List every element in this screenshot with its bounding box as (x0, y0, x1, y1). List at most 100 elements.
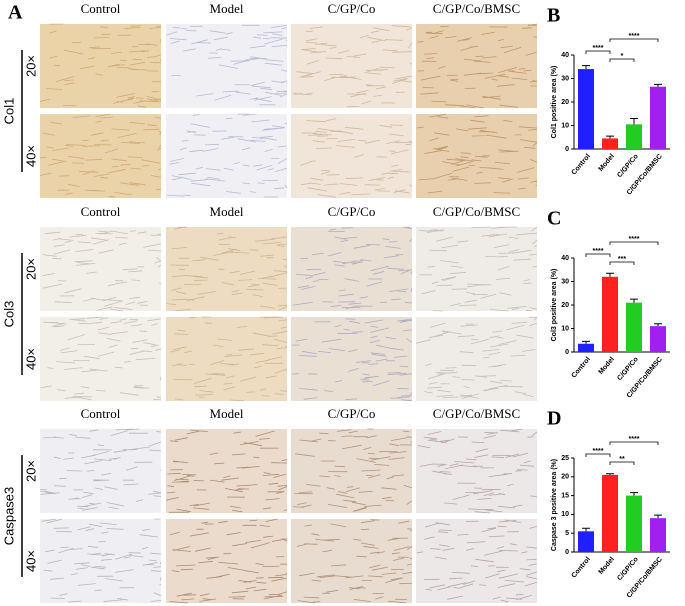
column-header: Control (81, 1, 121, 16)
significance-bracket (609, 58, 635, 62)
micrograph-texture (166, 113, 288, 198)
significance-label: *** (618, 256, 626, 263)
micrograph-texture (292, 318, 413, 402)
micrograph (166, 114, 287, 198)
stain-label: Col1 (1, 98, 16, 125)
column-header: C/GP/Co/BMSC (433, 1, 520, 16)
error-bar (630, 298, 638, 303)
column-header: C/GP/Co (328, 204, 376, 219)
significance-label: **** (629, 236, 640, 243)
micrograph-texture (39, 23, 162, 108)
y-tick-label: 40 (561, 52, 569, 59)
bar (578, 343, 594, 352)
significance-label: * (621, 53, 624, 60)
significance-bracket (585, 50, 611, 54)
micrograph-texture (296, 519, 413, 604)
bar (578, 69, 594, 149)
micrograph (416, 227, 537, 311)
y-axis-label: Caspase 3 positive area (%) (551, 459, 558, 551)
micrograph-texture (166, 429, 288, 513)
bar (626, 495, 642, 552)
y-tick-label: 15 (561, 492, 569, 499)
y-tick-label: 0 (565, 549, 569, 556)
micrograph (40, 519, 161, 603)
micrograph (291, 519, 412, 603)
significance-label: ** (619, 456, 625, 463)
significance-bracket (609, 441, 659, 445)
column-header: Model (210, 406, 244, 421)
micrograph (166, 227, 287, 311)
micrograph-texture (41, 518, 162, 603)
column-header: Control (81, 406, 121, 421)
y-tick-label: 20 (561, 474, 569, 481)
micrograph-texture (292, 428, 413, 512)
y-axis-label: Col1 positive area (%) (551, 66, 558, 139)
bar (650, 518, 666, 552)
micrograph (166, 429, 287, 513)
significance-bracket (585, 253, 611, 257)
bar (650, 326, 666, 352)
magnification-label: 40× (23, 348, 38, 370)
stain-label: Caspase3 (1, 487, 16, 546)
column-header: Control (81, 204, 121, 219)
significance-bracket (609, 261, 635, 265)
bar (602, 276, 618, 352)
y-tick-label: 25 (561, 455, 569, 462)
micrograph (166, 519, 287, 603)
y-tick-label: 30 (561, 278, 569, 285)
micrograph (291, 24, 412, 108)
significance-bracket (585, 453, 611, 457)
y-tick-label: 10 (561, 325, 569, 332)
micrograph-texture (39, 113, 162, 198)
micrograph-texture (292, 25, 413, 108)
panel-letter: B (547, 5, 560, 27)
error-bar (582, 527, 590, 532)
x-tick-label: Model (598, 556, 616, 576)
y-tick-label: 5 (565, 530, 569, 537)
bar (602, 138, 618, 149)
y-axis-label: Col3 positive area (%) (551, 269, 558, 342)
micrograph (416, 519, 537, 603)
y-tick-label: 0 (565, 146, 569, 153)
y-tick-label: 20 (561, 302, 569, 309)
micrograph (40, 227, 161, 311)
error-bar (606, 135, 614, 139)
y-tick-label: 10 (561, 511, 569, 518)
x-tick-label: Model (598, 153, 616, 173)
micrograph (291, 114, 412, 198)
micrograph (291, 429, 412, 513)
bar (578, 531, 594, 552)
x-tick-label: Control (571, 153, 592, 177)
magnification-label: 20× (23, 55, 38, 77)
y-tick-label: 0 (565, 349, 569, 356)
magnification-label: 20× (23, 460, 38, 482)
x-tick-label: C/GP/Co (616, 556, 640, 582)
micrograph (416, 24, 537, 108)
column-header: Model (210, 1, 244, 16)
micrograph (40, 114, 161, 198)
y-tick-label: 30 (561, 75, 569, 82)
bar (602, 474, 618, 552)
significance-label: **** (593, 45, 604, 52)
micrograph-texture (417, 428, 538, 514)
micrograph (291, 227, 412, 311)
x-tick-label: C/GP/Co (616, 153, 640, 179)
column-header: C/GP/Co (328, 406, 376, 421)
micrograph-texture (170, 316, 288, 402)
micrograph-texture (166, 226, 288, 311)
y-tick-label: 40 (561, 255, 569, 262)
significance-label: **** (629, 436, 640, 443)
column-header: C/GP/Co/BMSC (433, 406, 520, 421)
error-bar (630, 117, 638, 125)
micrograph-texture (417, 23, 538, 109)
micrograph-texture (416, 519, 538, 603)
bar (650, 86, 666, 149)
micrograph-texture (416, 113, 538, 194)
micrograph-texture (292, 226, 413, 310)
significance-label: **** (629, 33, 640, 40)
micrograph-texture (40, 316, 162, 401)
micrograph-texture (166, 24, 288, 106)
x-tick-label: Control (571, 356, 592, 380)
column-header: C/GP/Co (328, 1, 376, 16)
